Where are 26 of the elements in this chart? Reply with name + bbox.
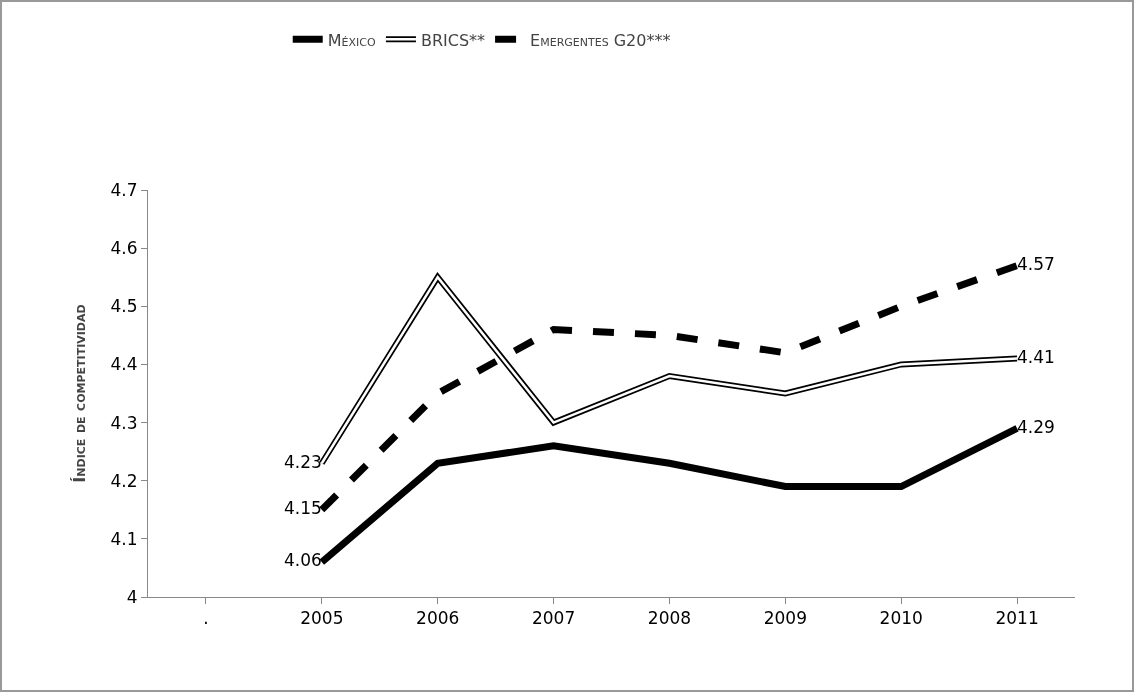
y-tick-label: 4.6 [110,238,138,259]
data-label: 4.06 [283,550,322,571]
x-tick-label: 2006 [416,608,460,629]
x-tick-label: . [203,608,209,629]
y-tick-label: 4.2 [110,470,138,491]
y-tick-label: 4.5 [110,296,138,317]
x-tick-label: 2010 [879,608,923,629]
y-tick-label: 4.1 [110,528,138,549]
y-tick-label: 4.3 [110,412,138,433]
x-tick-label: 2005 [300,608,344,629]
y-tick-label: 4 [126,586,138,607]
legend-label: México [327,30,376,50]
x-tick-label: 2011 [995,608,1039,629]
legend-label: BRICS** [420,30,486,50]
x-tick-label: 2008 [647,608,692,629]
data-label: 4.23 [283,451,322,472]
data-label: 4.41 [1017,346,1055,367]
y-tick-label: 4.7 [110,179,138,200]
data-label: 4.57 [1017,253,1055,274]
legend-label: Emergentes G20*** [530,30,671,50]
x-tick-label: 2007 [531,608,576,629]
y-tick-label: 4.4 [110,354,138,375]
data-label: 4.29 [1017,416,1055,437]
data-label: 4.15 [283,498,322,519]
x-tick-label: 2009 [763,608,807,629]
y-axis-title: Índice de competitividad [70,304,90,483]
